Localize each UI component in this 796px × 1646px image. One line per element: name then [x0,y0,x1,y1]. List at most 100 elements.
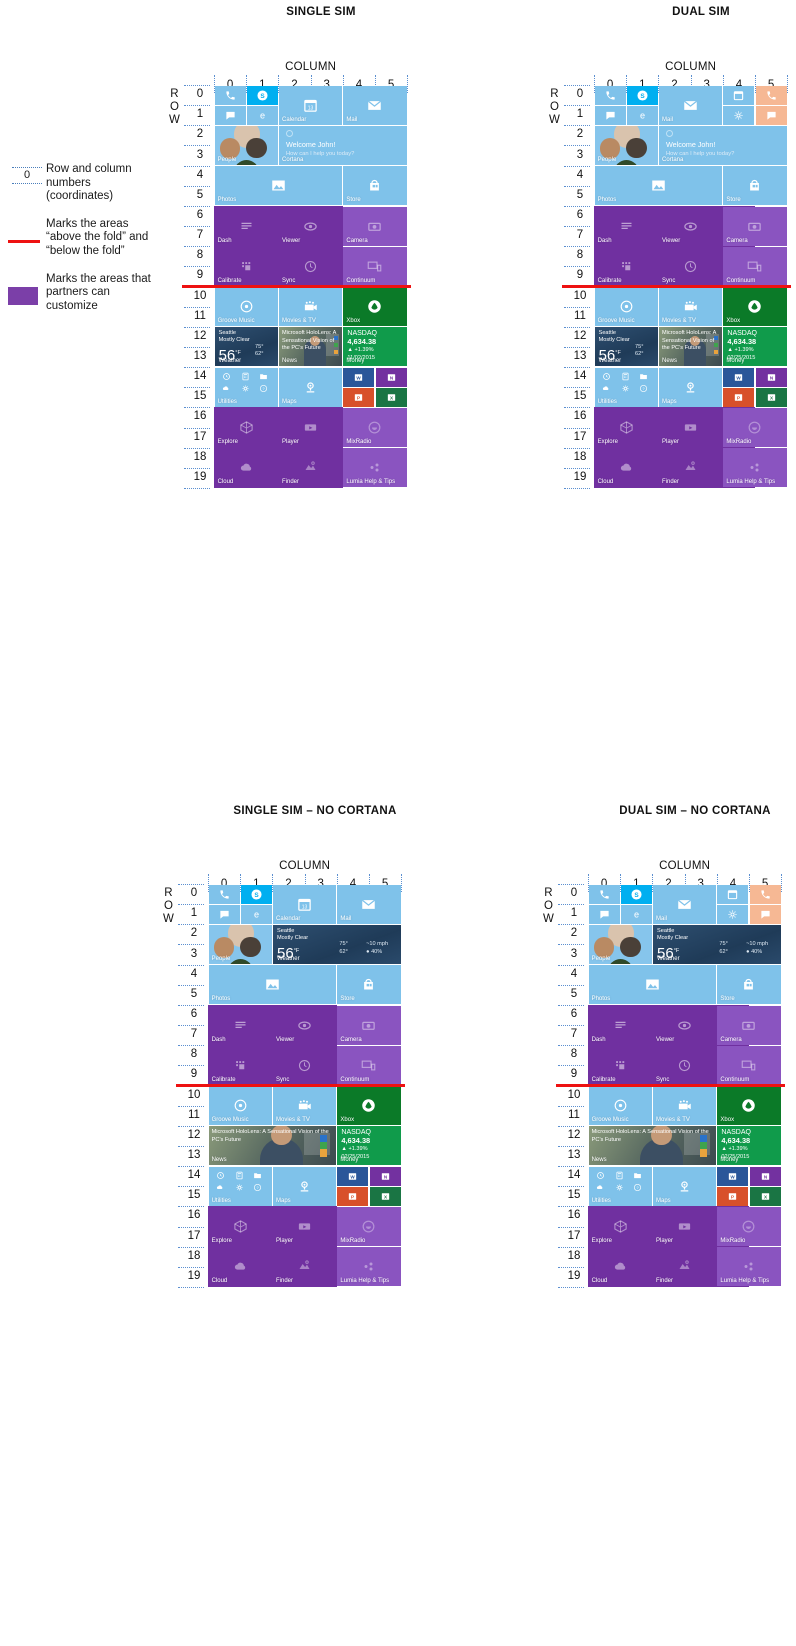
weather-tile[interactable]: Seattle Mostly Clear 56°F 75° 62° Weather [594,327,658,367]
movies-tv-tile[interactable]: Movies & TV [653,1086,717,1126]
word-tile[interactable]: W [723,367,755,387]
explore-tile[interactable]: Explore [588,1207,652,1247]
cloud-tile[interactable]: Cloud [214,448,278,488]
settings-tile[interactable] [723,105,755,125]
messaging-tile[interactable] [594,105,626,125]
money-tile[interactable]: NASDAQ 4,634.38 ▲ +1.39% 02/25/2015 Money [723,327,787,367]
finder-tile[interactable]: Finder [653,1247,717,1287]
skype-tile[interactable]: S [240,884,272,904]
onenote-tile[interactable]: N [369,1166,401,1186]
money-tile[interactable]: NASDAQ 4,634.38 ▲ +1.39% 02/25/2015 Money [337,1126,401,1166]
powerpoint-tile[interactable]: P [723,387,755,407]
store-tile[interactable]: Store [717,965,781,1005]
excel-tile[interactable]: X [755,387,787,407]
lumia-help-tile[interactable]: Lumia Help & Tips [723,448,787,488]
photos-tile[interactable]: Photos [594,166,723,206]
calendar-small-tile[interactable] [723,85,755,105]
cloud-tile[interactable]: Cloud [594,448,658,488]
calendar-small-tile[interactable] [717,884,749,904]
cloud-tile[interactable]: Cloud [588,1247,652,1287]
continuum-tile[interactable]: Continuum [723,246,787,286]
calibrate-tile[interactable]: Calibrate [214,246,278,286]
continuum-tile[interactable]: Continuum [337,1045,401,1085]
dash-tile[interactable]: Dash [214,206,278,246]
excel-tile[interactable]: X [375,387,407,407]
calendar-tile[interactable]: 13 Calendar [273,884,337,924]
finder-tile[interactable]: Finder [659,448,723,488]
messaging-tile[interactable] [588,904,620,924]
edge-tile[interactable]: e [620,904,652,924]
dash-tile[interactable]: Dash [208,1005,272,1045]
cortana-tile[interactable]: Welcome John! How can I help you today? Co… [279,125,407,165]
maps-tile[interactable]: Maps [659,367,723,407]
word-tile[interactable]: W [337,1166,369,1186]
camera-tile[interactable]: Camera [717,1005,781,1045]
xbox-tile[interactable]: Xbox [723,287,787,327]
messaging-2-tile[interactable] [755,105,787,125]
mail-tile[interactable]: Mail [337,884,401,924]
weather-tile[interactable]: Seattle Mostly Clear 56°F 75° 62° Weather [214,327,278,367]
sync-tile[interactable]: Sync [273,1045,337,1085]
calibrate-tile[interactable]: Calibrate [588,1045,652,1085]
excel-tile[interactable]: X [369,1186,401,1206]
camera-tile[interactable]: Camera [723,206,787,246]
word-tile[interactable]: W [343,367,375,387]
lumia-help-tile[interactable]: Lumia Help & Tips [717,1247,781,1287]
phone-2-tile[interactable] [755,85,787,105]
people-tile[interactable]: People [588,924,652,964]
groove-music-tile[interactable]: Groove Music [214,287,278,327]
groove-music-tile[interactable]: Groove Music [588,1086,652,1126]
movies-tv-tile[interactable]: Movies & TV [279,287,343,327]
groove-music-tile[interactable]: Groove Music [594,287,658,327]
mixradio-tile[interactable]: MixRadio [337,1207,401,1247]
xbox-tile[interactable]: Xbox [337,1086,401,1126]
onenote-tile[interactable]: N [755,367,787,387]
finder-tile[interactable]: Finder [273,1247,337,1287]
word-tile[interactable]: W [717,1166,749,1186]
utilities-tile[interactable]: ? Utilities [214,367,278,407]
phone-tile[interactable] [588,884,620,904]
mixradio-tile[interactable]: MixRadio [717,1207,781,1247]
people-tile[interactable]: People [214,125,278,165]
camera-tile[interactable]: Camera [343,206,407,246]
money-tile[interactable]: NASDAQ 4,634.38 ▲ +1.39% 11/02/2015 Money [343,327,407,367]
movies-tv-tile[interactable]: Movies & TV [659,287,723,327]
viewer-tile[interactable]: Viewer [659,206,723,246]
phone-tile[interactable] [214,85,246,105]
powerpoint-tile[interactable]: P [337,1186,369,1206]
sync-tile[interactable]: Sync [653,1045,717,1085]
mail-tile[interactable]: Mail [653,884,717,924]
utilities-tile[interactable]: ? Utilities [208,1166,272,1206]
groove-music-tile[interactable]: Groove Music [208,1086,272,1126]
calibrate-tile[interactable]: Calibrate [594,246,658,286]
sync-tile[interactable]: Sync [279,246,343,286]
continuum-tile[interactable]: Continuum [717,1045,781,1085]
onenote-tile[interactable]: N [375,367,407,387]
utilities-tile[interactable]: ? Utilities [588,1166,652,1206]
excel-tile[interactable]: X [749,1186,781,1206]
news-tile[interactable]: Microsoft HoloLens: A Sensational Vision… [279,327,343,367]
movies-tv-tile[interactable]: Movies & TV [273,1086,337,1126]
mail-tile[interactable]: Mail [659,85,723,125]
dash-tile[interactable]: Dash [588,1005,652,1045]
dash-tile[interactable]: Dash [594,206,658,246]
edge-tile[interactable]: e [246,105,278,125]
utilities-tile[interactable]: ? Utilities [594,367,658,407]
edge-tile[interactable]: e [240,904,272,924]
maps-tile[interactable]: Maps [273,1166,337,1206]
photos-tile[interactable]: Photos [208,965,337,1005]
people-tile[interactable]: People [594,125,658,165]
mixradio-tile[interactable]: MixRadio [723,408,787,448]
mixradio-tile[interactable]: MixRadio [343,408,407,448]
messaging-tile[interactable] [208,904,240,924]
weather-tile[interactable]: Seattle Mostly Clear 56°F 75° 62° ~10 mph ● 40… [273,924,401,964]
player-tile[interactable]: Player [279,408,343,448]
edge-tile[interactable]: e [626,105,658,125]
mail-tile[interactable]: Mail [343,85,407,125]
photos-tile[interactable]: Photos [588,965,717,1005]
phone-tile[interactable] [594,85,626,105]
xbox-tile[interactable]: Xbox [717,1086,781,1126]
viewer-tile[interactable]: Viewer [653,1005,717,1045]
store-tile[interactable]: Store [343,166,407,206]
powerpoint-tile[interactable]: P [717,1186,749,1206]
